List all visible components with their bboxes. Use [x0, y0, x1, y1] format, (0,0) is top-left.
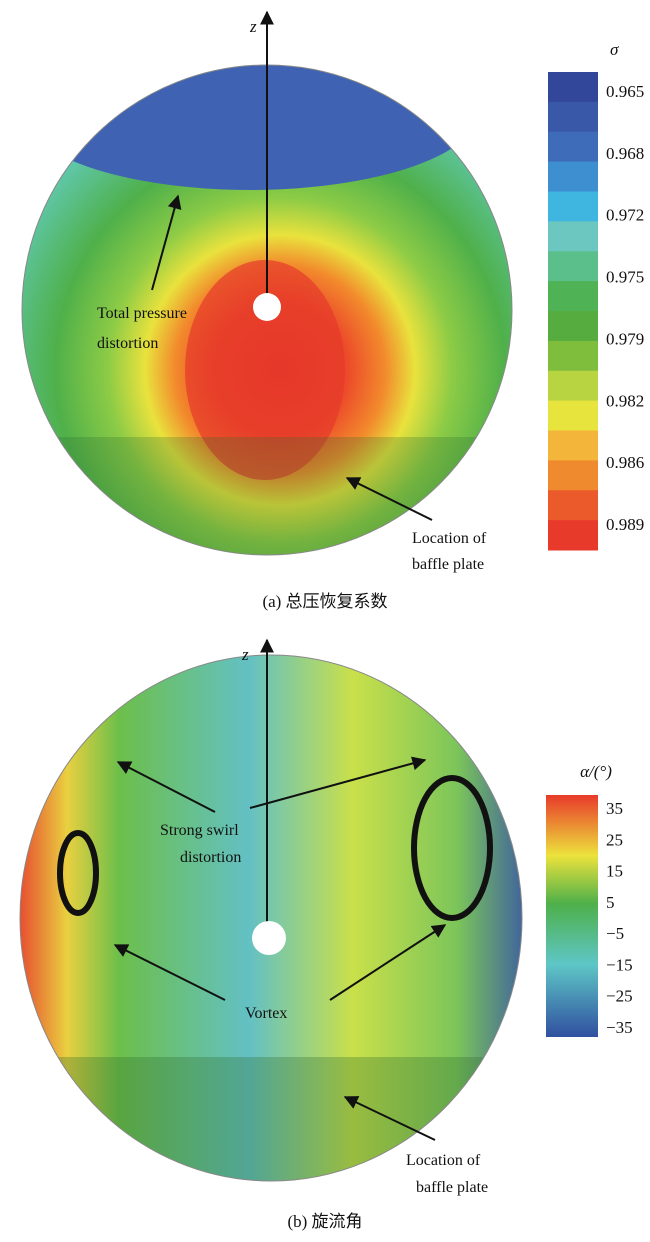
caption: (a) 总压恢复系数 [262, 592, 387, 611]
annotation: Vortex [245, 1005, 287, 1022]
colorbar-title: α/(°) [580, 762, 612, 781]
annotation: Strong swirl [160, 822, 239, 839]
colorbar-band [548, 131, 598, 163]
colorbar-band [548, 221, 598, 252]
colorbar-label: 25 [606, 830, 623, 849]
axis-label: z [241, 645, 249, 664]
colorbar-band [548, 400, 598, 431]
colorbar-band [548, 101, 598, 133]
annotation: baffle plate [412, 556, 484, 573]
colorbar-label: −35 [606, 1018, 633, 1037]
annotation: distortion [180, 849, 241, 866]
colorbar-band [548, 460, 598, 491]
colorbar-label: −25 [606, 987, 633, 1006]
annotation: distortion [97, 335, 158, 352]
annotation: Location of [406, 1152, 481, 1169]
colorbar-band [548, 251, 598, 282]
colorbar-label: 15 [606, 862, 623, 881]
annotation: Location of [412, 530, 487, 547]
colorbar-label: 0.968 [606, 144, 644, 163]
colorbar-band [548, 281, 598, 312]
annotation: baffle plate [416, 1179, 488, 1196]
colorbar-band [548, 340, 598, 372]
colorbar-label: −15 [606, 955, 633, 974]
colorbar-band [548, 520, 598, 551]
colorbar-band [548, 161, 598, 192]
colorbar-label: 35 [606, 799, 623, 818]
colorbar [546, 795, 598, 1037]
colorbar-band [548, 191, 598, 222]
colorbar-label: 0.965 [606, 82, 644, 101]
axis-label: z [249, 17, 257, 36]
colorbar-band [548, 370, 598, 402]
colorbar-band [548, 490, 598, 521]
colorbar-label: 0.982 [606, 391, 644, 410]
colorbar-label: 0.972 [606, 206, 644, 225]
contour-b [20, 655, 522, 1181]
colorbar-title: σ [610, 40, 619, 59]
colorbar-label: 5 [606, 893, 615, 912]
colorbar-label: 0.986 [606, 453, 644, 472]
caption: (b) 旋流角 [287, 1212, 362, 1231]
colorbar-label: 0.989 [606, 515, 644, 534]
colorbar-label: −5 [606, 924, 624, 943]
annotation: Total pressure [97, 305, 187, 322]
colorbar-band [548, 430, 598, 461]
colorbar-band [548, 72, 598, 103]
colorbar-band [548, 311, 598, 342]
colorbar-label: 0.979 [606, 329, 644, 348]
colorbar-label: 0.975 [606, 268, 644, 287]
